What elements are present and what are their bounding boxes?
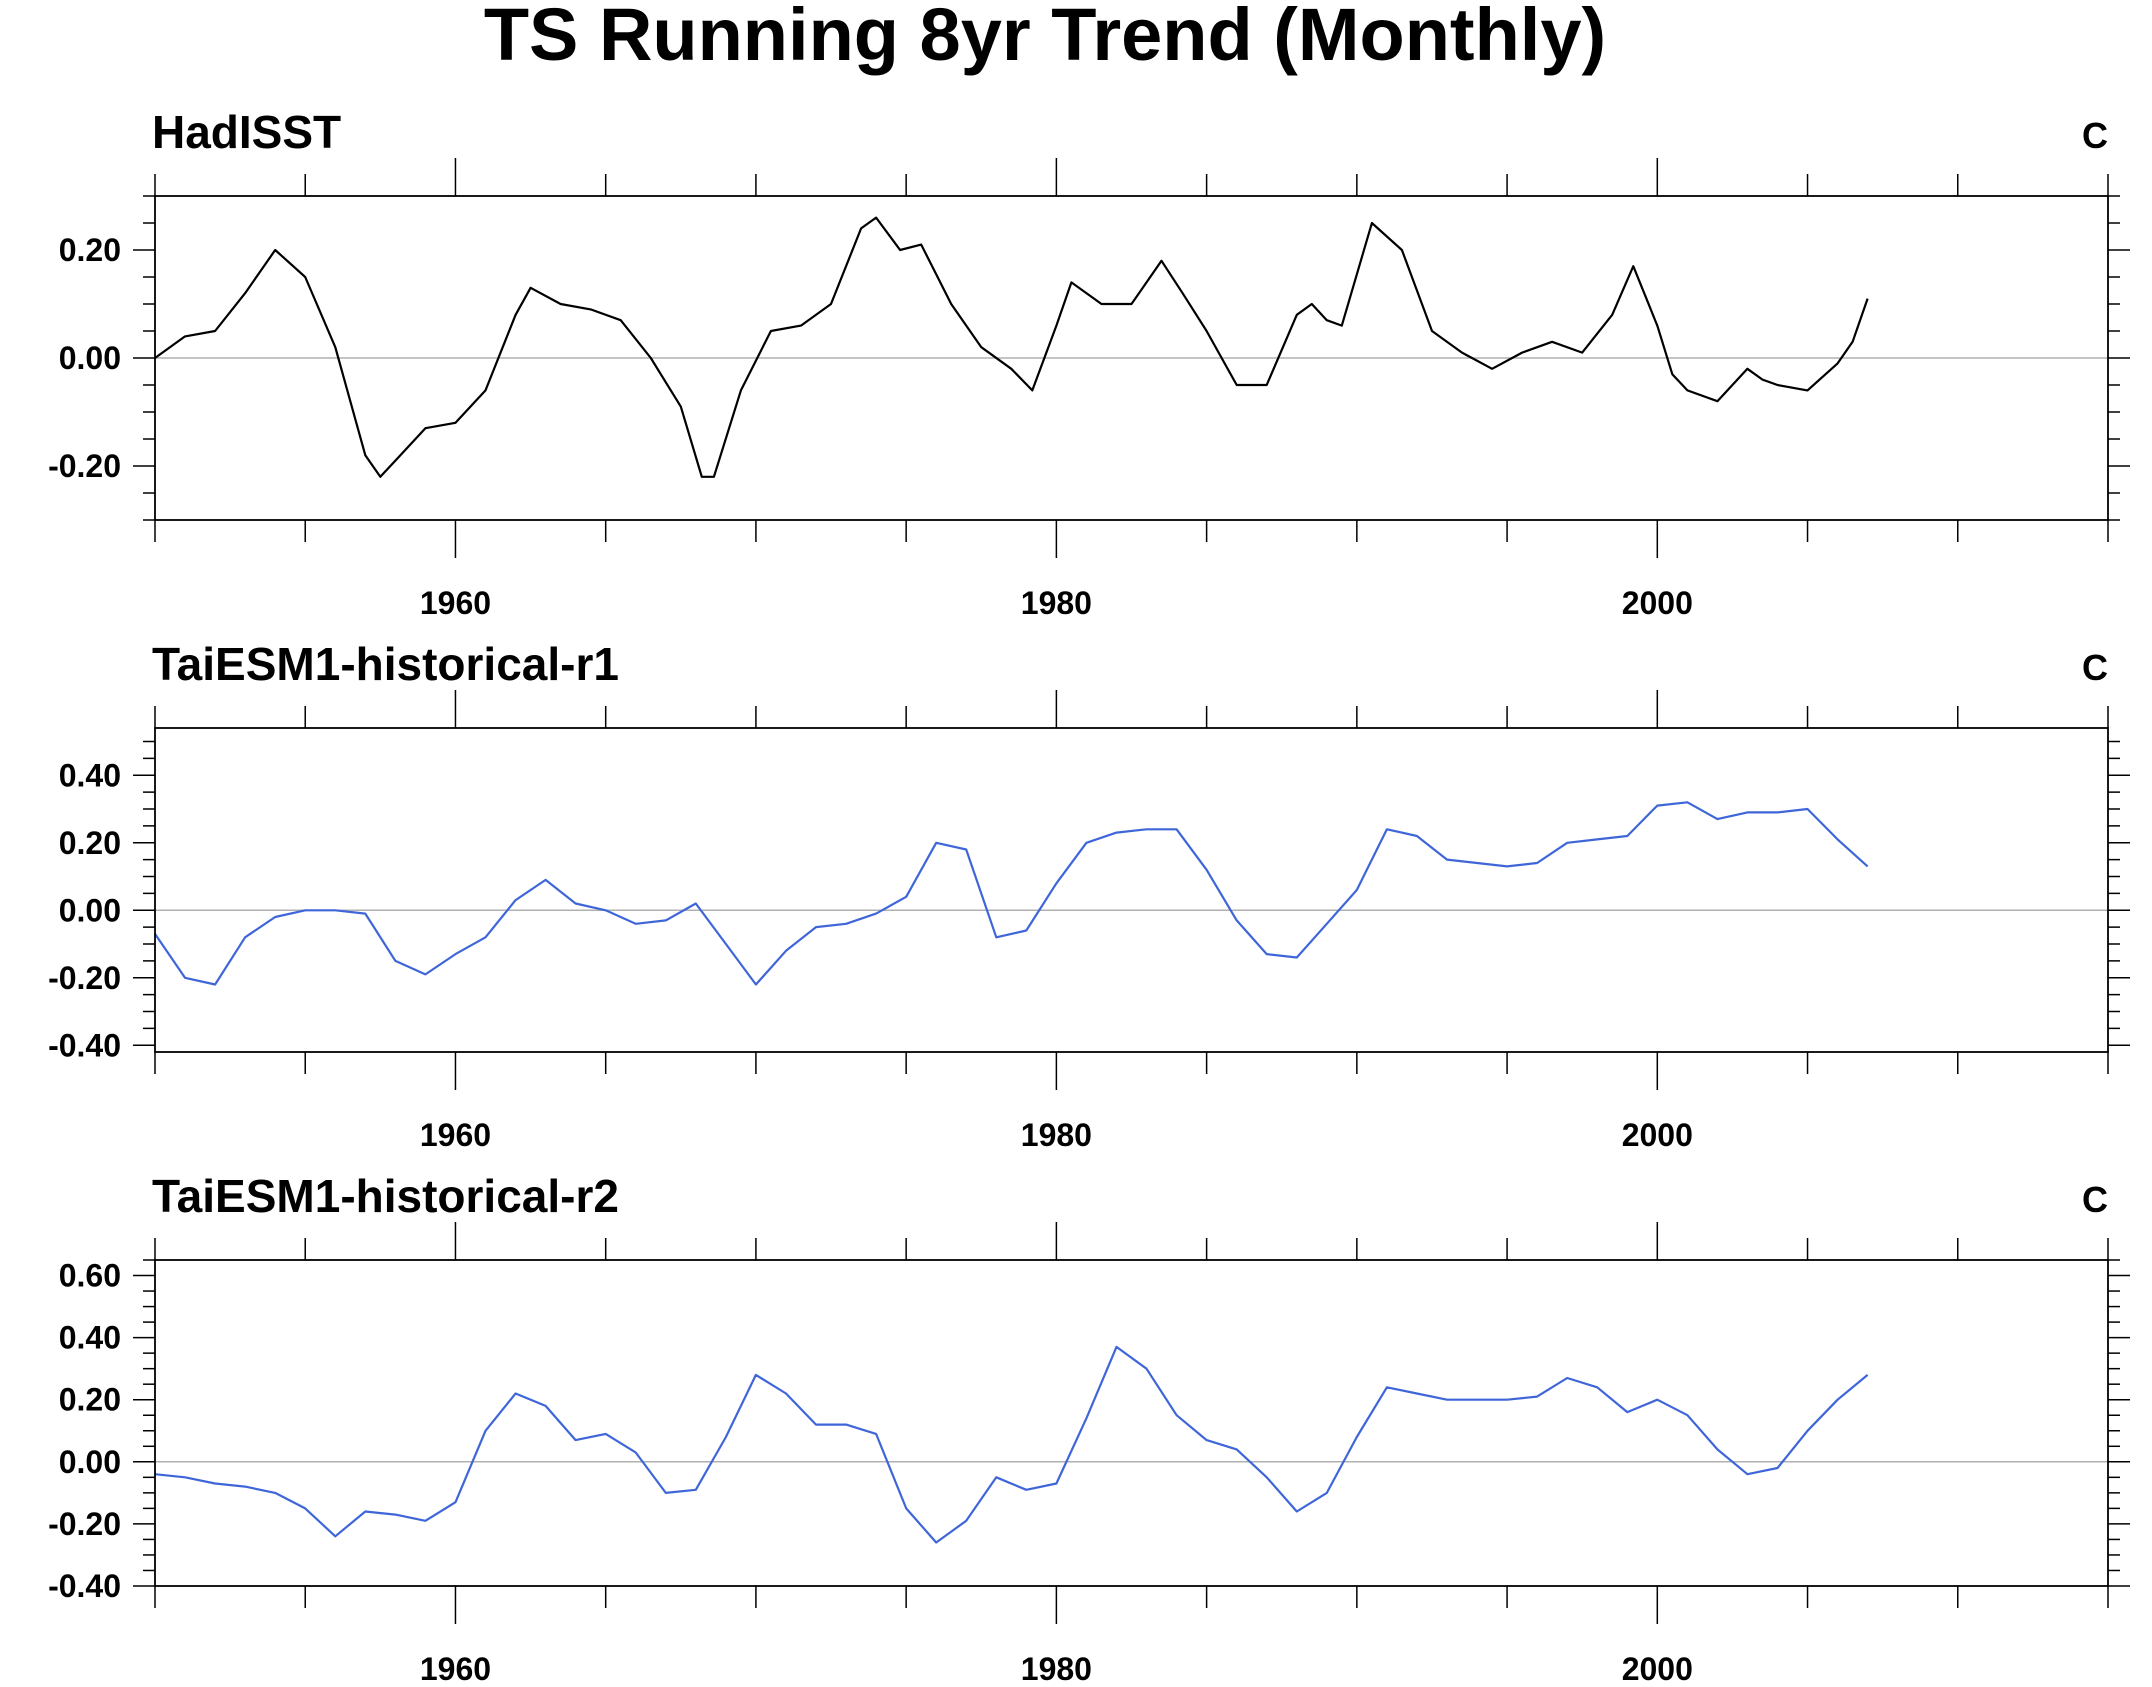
panel-title: HadISST [152, 106, 341, 158]
plot-area: 0.60 0.40 0.20 0.00 -0.20 -0.40 1960 1980 2000 [48, 1222, 2130, 1687]
plot-frame [154, 195, 2109, 521]
y-tick-label: 0.00 [59, 892, 121, 928]
series-line [154, 801, 1869, 986]
y-tick-label: 0.40 [59, 1320, 121, 1356]
x-tick-label: 2000 [1622, 1117, 1693, 1153]
y-tick-label: 0.40 [59, 757, 121, 793]
panel-title: TaiESM1-historical-r2 [152, 1170, 619, 1222]
plot-area: 0.40 0.20 0.00 -0.20 -0.40 1960 1980 2000 [48, 690, 2130, 1153]
y-tick-label: -0.40 [48, 1568, 121, 1604]
plot-area: 0.20 0.00 -0.20 1960 1980 2000 [48, 158, 2130, 621]
x-tick-label: 1960 [420, 585, 491, 621]
panel-taiesm1-r2: TaiESM1-historical-r2 C 0.60 0.40 0.20 0.00… [48, 1170, 2130, 1687]
plot-frame [154, 1259, 2109, 1587]
y-tick-label: 0.00 [59, 340, 121, 376]
y-tick-label: 0.20 [59, 1382, 121, 1418]
y-tick-label: -0.40 [48, 1027, 121, 1063]
figure-title: TS Running 8yr Trend (Monthly) [484, 0, 1606, 76]
x-tick-label: 2000 [1622, 585, 1693, 621]
y-tick-label: -0.20 [48, 960, 121, 996]
x-tick-label: 1980 [1021, 1651, 1092, 1687]
series-line [154, 1345, 1869, 1544]
x-tick-label: 1980 [1021, 585, 1092, 621]
y-tick-label: 0.00 [59, 1444, 121, 1480]
x-tick-label: 1960 [420, 1117, 491, 1153]
unit-label: C [2082, 647, 2108, 688]
x-tick-label: 2000 [1622, 1651, 1693, 1687]
y-tick-label: 0.20 [59, 825, 121, 861]
series-line [154, 216, 1869, 478]
y-tick-label: -0.20 [48, 1506, 121, 1542]
y-tick-label: 0.20 [59, 232, 121, 268]
x-tick-label: 1960 [420, 1651, 491, 1687]
y-tick-label: -0.20 [48, 448, 121, 484]
plot-frame [154, 727, 2109, 1053]
x-tick-label: 1980 [1021, 1117, 1092, 1153]
panel-title: TaiESM1-historical-r1 [152, 638, 619, 690]
panel-hadisst: HadISST C 0.20 0.00 -0.20 1960 1980 2000 [48, 106, 2130, 621]
unit-label: C [2082, 115, 2108, 156]
unit-label: C [2082, 1179, 2108, 1220]
y-tick-label: 0.60 [59, 1258, 121, 1294]
panel-taiesm1-r1: TaiESM1-historical-r1 C 0.40 0.20 0.00 -0.2… [48, 638, 2130, 1153]
